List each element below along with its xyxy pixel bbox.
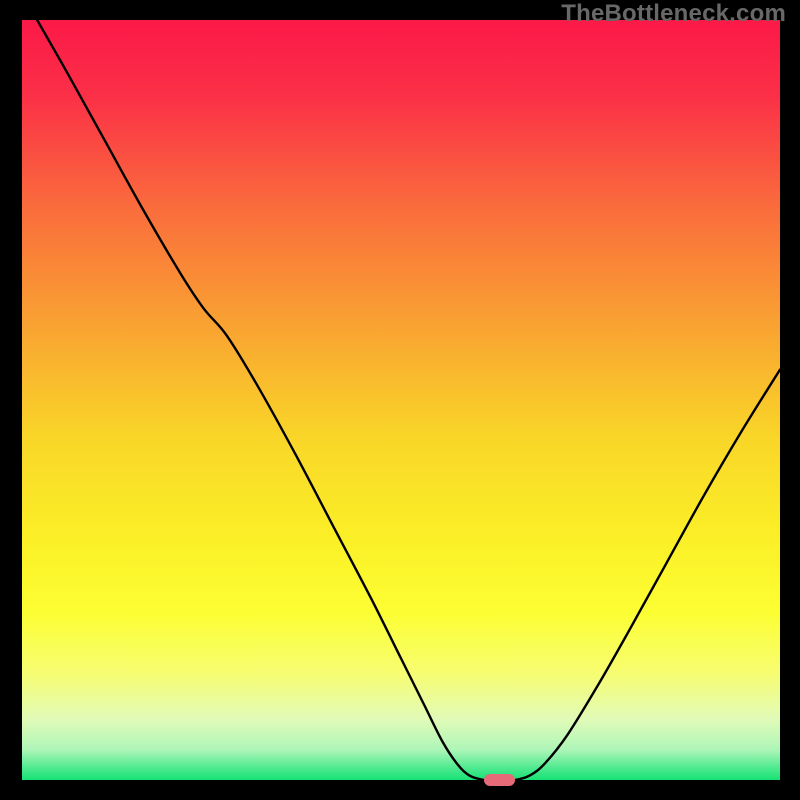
bottleneck-curve	[22, 20, 780, 780]
optimal-marker	[484, 774, 514, 786]
watermark-text: TheBottleneck.com	[561, 0, 786, 28]
plot-area	[22, 20, 780, 780]
chart-frame: TheBottleneck.com	[0, 0, 800, 800]
